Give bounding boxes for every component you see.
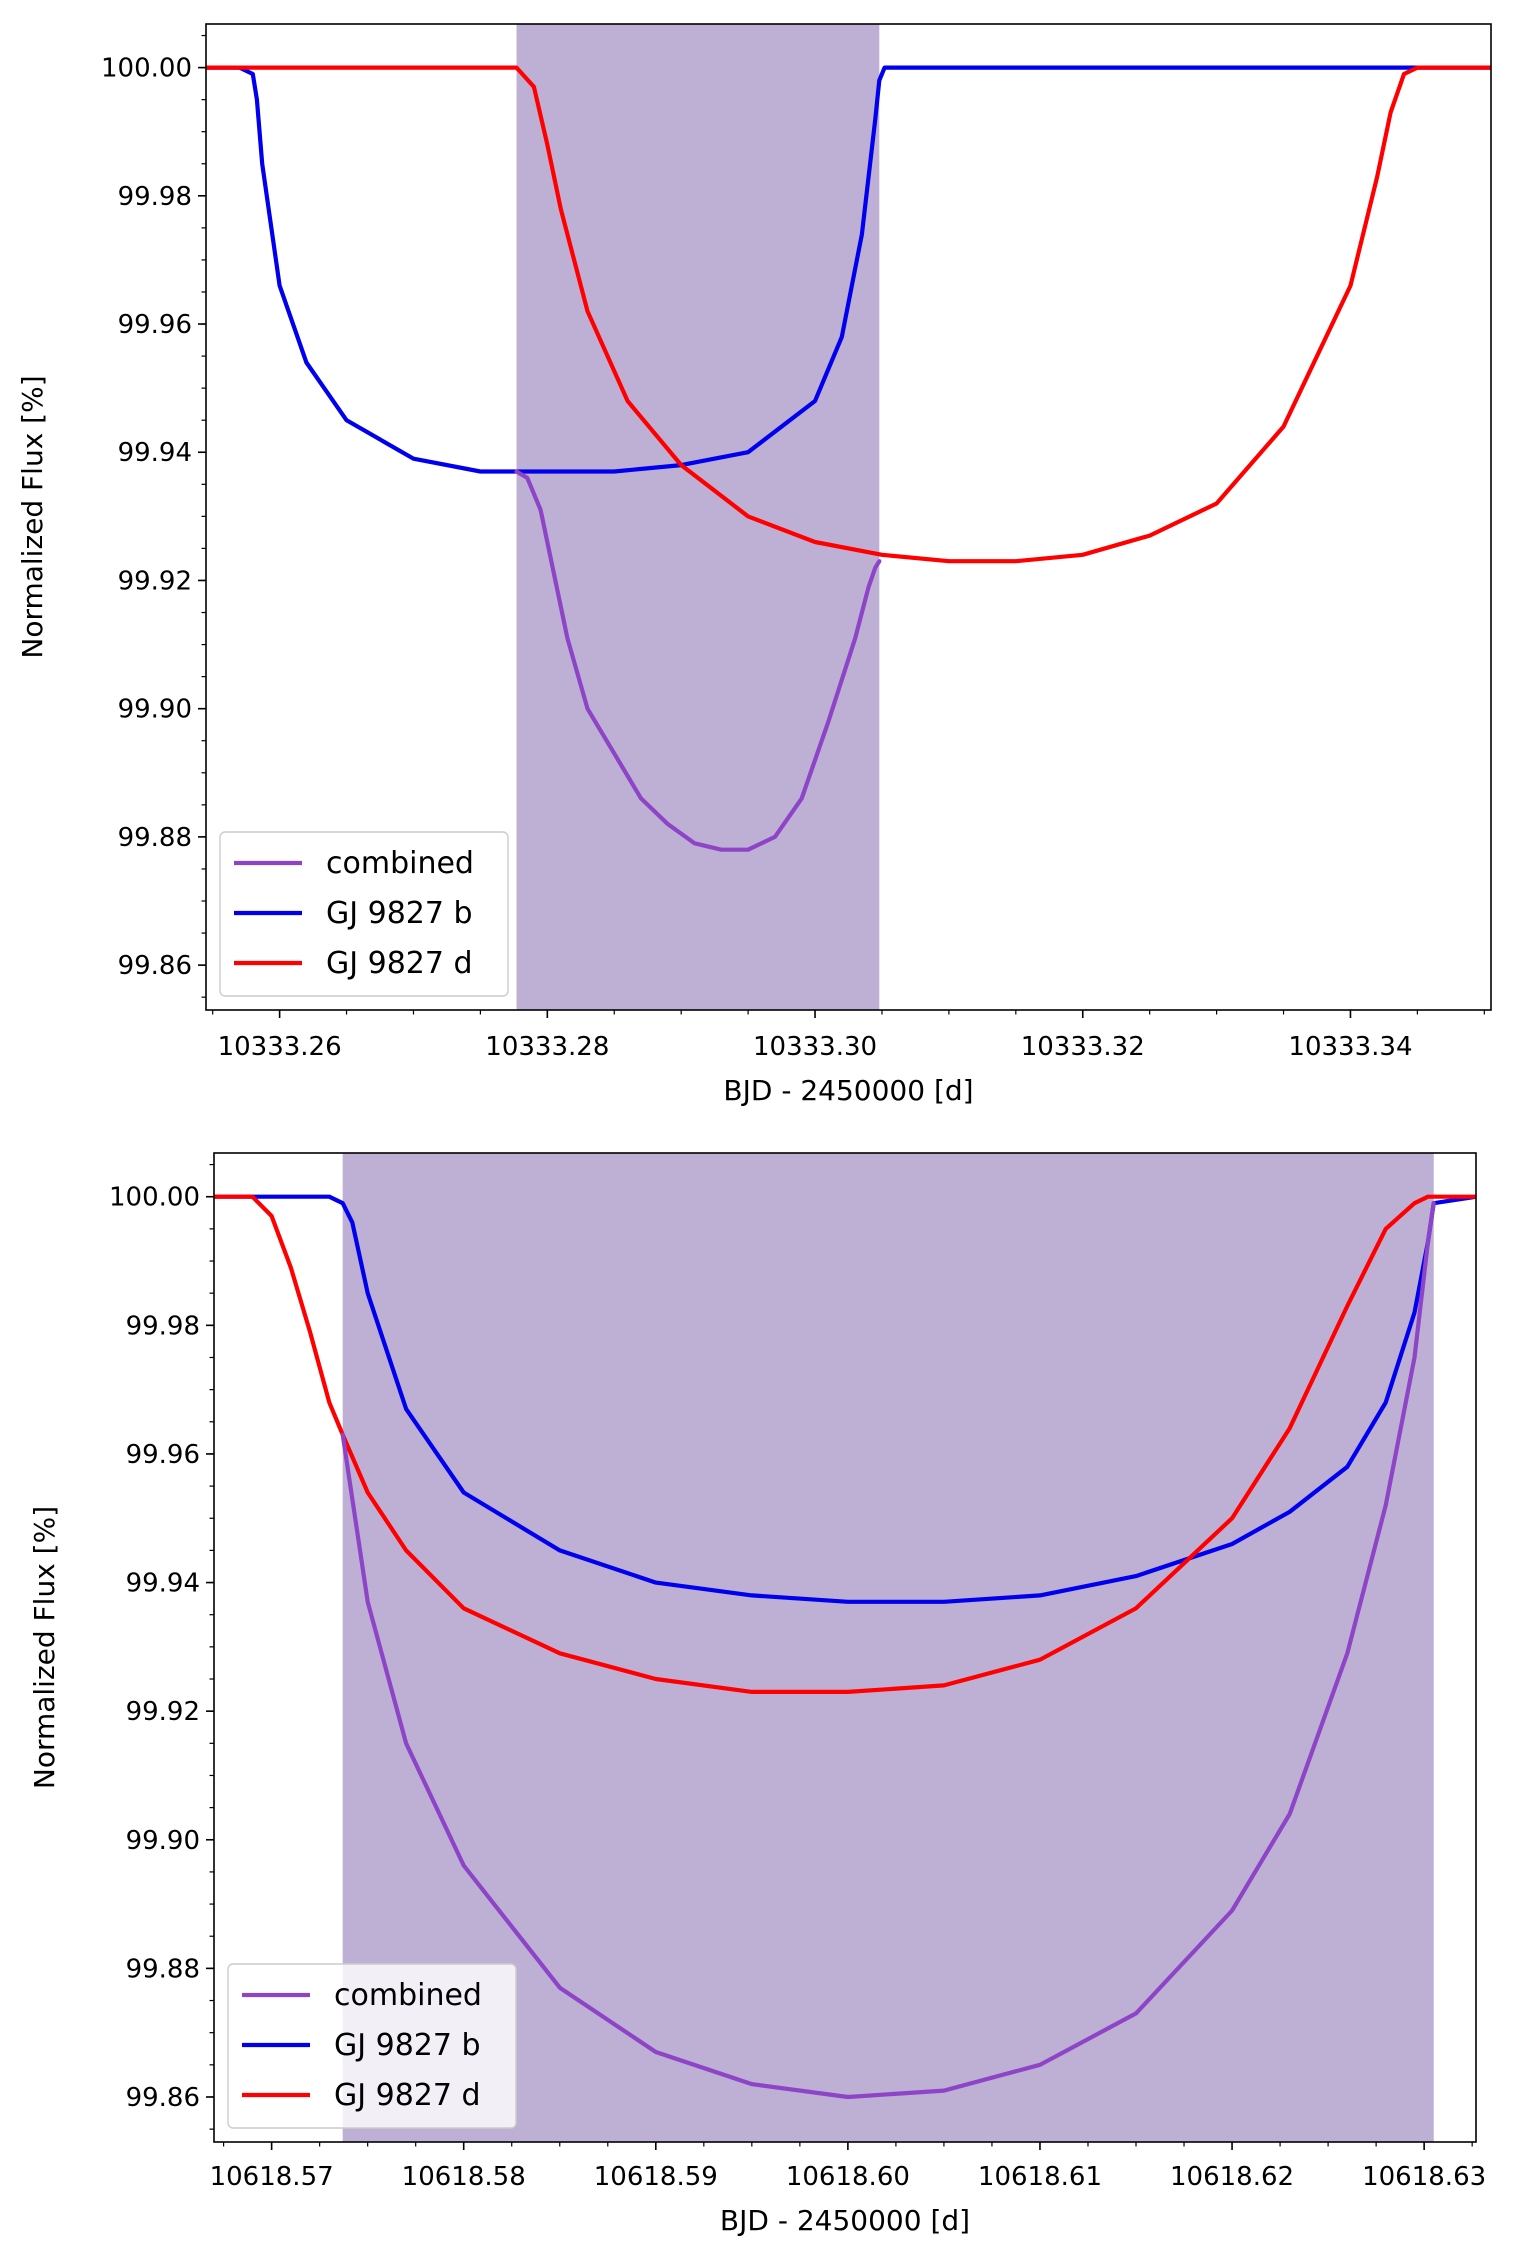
y-tick-label: 99.86 [126, 2083, 200, 2113]
y-axis-title: Normalized Flux [%] [16, 375, 49, 658]
y-tick-label: 99.98 [118, 182, 192, 212]
legend-label-1: GJ 9827 b [326, 896, 473, 931]
legend: combined GJ 9827 b GJ 9827 d [227, 1963, 517, 2129]
x-tick-label: 10618.61 [978, 2162, 1102, 2192]
axes-frame [205, 23, 1492, 1011]
y-tick-label: 99.86 [118, 951, 192, 981]
x-axis-title: BJD - 2450000 [d] [723, 1074, 973, 1107]
y-tick-label: 100.00 [109, 1183, 200, 1213]
x-tick-label: 10618.62 [1170, 2162, 1294, 2192]
x-tick-label: 10618.63 [1362, 2162, 1486, 2192]
y-tick-label: 100.00 [101, 54, 192, 84]
series-line-1 [214, 1194, 1476, 1604]
y-tick-label: 99.92 [118, 566, 192, 596]
legend-box [227, 1963, 517, 2129]
x-tick-label: 10333.32 [1021, 1032, 1145, 1062]
series-lines [206, 65, 1491, 852]
y-tick-label: 99.98 [126, 1311, 200, 1341]
series-line-2 [214, 1194, 1476, 1695]
legend-label-0: combined [334, 1978, 482, 2013]
x-tick-label: 10333.26 [218, 1032, 342, 1062]
y-tick-label: 99.88 [126, 1954, 200, 1984]
x-tick-label: 10333.30 [753, 1032, 877, 1062]
x-tick-label: 10618.60 [786, 2162, 910, 2192]
x-axis-title: BJD - 2450000 [d] [720, 2204, 970, 2237]
series-line-0 [340, 1201, 1436, 2100]
series-line-2 [206, 65, 1491, 564]
legend: combined GJ 9827 b GJ 9827 d [219, 831, 509, 997]
y-tick-label: 99.96 [118, 310, 192, 340]
y-tick-label: 99.92 [126, 1697, 200, 1727]
legend-label-0: combined [326, 846, 474, 881]
y-tick-label: 99.90 [118, 695, 192, 725]
y-axis-title: Normalized Flux [%] [28, 1506, 61, 1789]
x-tick-label: 10618.57 [210, 2162, 334, 2192]
legend-box [219, 831, 509, 997]
series-line-0 [514, 469, 882, 852]
y-tick-label: 99.94 [126, 1569, 200, 1599]
y-tick-label: 99.88 [118, 823, 192, 853]
legend-label-2: GJ 9827 d [326, 946, 473, 981]
overlap-shaded-region [516, 24, 880, 1010]
legend-label-2: GJ 9827 d [334, 2078, 481, 2113]
x-tick-label: 10333.34 [1288, 1032, 1412, 1062]
x-tick-label: 10618.59 [594, 2162, 718, 2192]
bottom-transit-panel: 99.86 99.88 99.90 99.92 99.94 99.96 99.98 100.0… [28, 1152, 1486, 2237]
x-tick-label: 10618.58 [402, 2162, 526, 2192]
series-lines [214, 1194, 1476, 2100]
y-tick-label: 99.94 [118, 438, 192, 468]
axes-frame [213, 1152, 1477, 2143]
top-transit-panel: 99.86 99.88 99.90 99.92 99.94 99.96 99.98 100.0… [16, 23, 1492, 1107]
y-tick-label: 99.96 [126, 1440, 200, 1470]
x-tick-label: 10333.28 [485, 1032, 609, 1062]
y-tick-label: 99.90 [126, 1826, 200, 1856]
overlap-shaded-region [342, 1153, 1434, 2142]
legend-label-1: GJ 9827 b [334, 2028, 481, 2063]
